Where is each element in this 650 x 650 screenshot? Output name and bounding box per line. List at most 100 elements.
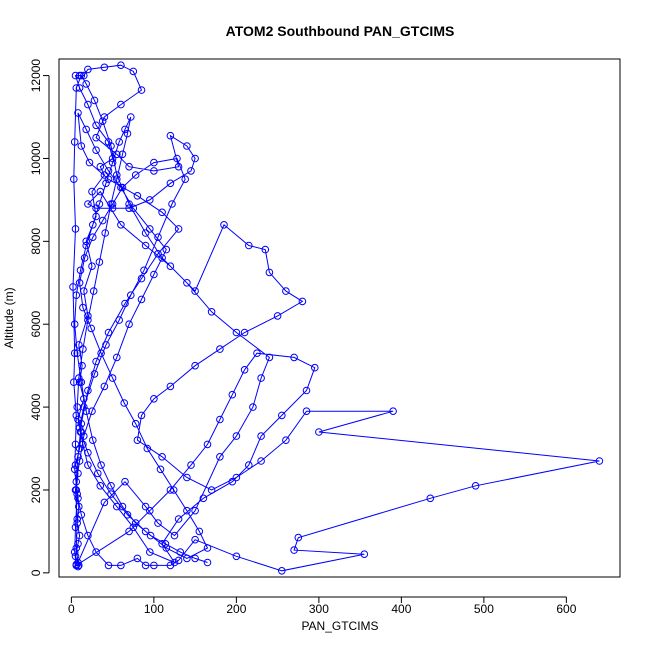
data-point bbox=[166, 382, 175, 391]
data-point bbox=[162, 245, 171, 254]
data-point bbox=[107, 142, 115, 150]
data-point bbox=[232, 432, 241, 440]
data-point bbox=[97, 461, 105, 469]
data-point bbox=[265, 353, 274, 362]
data-point bbox=[73, 403, 81, 411]
data-point bbox=[146, 548, 154, 556]
data-point bbox=[80, 395, 88, 403]
y-tick-label: 10000 bbox=[29, 141, 43, 175]
data-point bbox=[127, 291, 135, 300]
data-point bbox=[88, 407, 96, 416]
data-point bbox=[77, 71, 86, 80]
data-point bbox=[71, 552, 80, 561]
data-point bbox=[120, 399, 128, 407]
data-point bbox=[123, 511, 132, 519]
data-point bbox=[158, 254, 166, 262]
data-series bbox=[69, 61, 604, 575]
data-point bbox=[141, 561, 150, 570]
data-point bbox=[131, 171, 140, 179]
data-point bbox=[240, 328, 249, 337]
data-point bbox=[150, 158, 158, 167]
data-point bbox=[100, 171, 109, 179]
data-point bbox=[102, 179, 110, 188]
data-point bbox=[75, 531, 84, 540]
data-point bbox=[125, 204, 133, 212]
data-point bbox=[228, 390, 237, 399]
data-point bbox=[187, 167, 195, 175]
data-point bbox=[70, 349, 79, 358]
x-tick-label: 100 bbox=[144, 602, 164, 616]
data-point bbox=[121, 125, 129, 134]
data-point bbox=[70, 378, 78, 387]
data-point bbox=[72, 291, 81, 300]
data-point bbox=[84, 100, 92, 109]
series-line bbox=[72, 64, 600, 572]
data-point bbox=[72, 544, 81, 552]
data-point bbox=[273, 312, 282, 320]
data-point bbox=[98, 216, 107, 225]
data-point bbox=[108, 158, 117, 167]
data-point bbox=[92, 212, 100, 221]
data-point bbox=[129, 204, 138, 212]
x-tick-label: 300 bbox=[309, 602, 329, 616]
data-point bbox=[426, 494, 435, 503]
data-point bbox=[191, 154, 199, 163]
data-point bbox=[169, 486, 178, 494]
data-point bbox=[101, 229, 109, 237]
data-point bbox=[245, 241, 253, 250]
data-point bbox=[75, 457, 84, 465]
data-point bbox=[118, 502, 127, 511]
chart-title: ATOM2 Southbound PAN_GTCIMS bbox=[226, 23, 455, 39]
data-point bbox=[107, 200, 115, 208]
data-point bbox=[84, 461, 92, 469]
data-point bbox=[70, 465, 79, 474]
data-point bbox=[265, 268, 274, 277]
data-point bbox=[74, 562, 82, 571]
data-point bbox=[311, 363, 319, 372]
data-point bbox=[191, 554, 199, 563]
y-tick-label: 12000 bbox=[29, 59, 43, 93]
data-point bbox=[166, 131, 175, 140]
data-point bbox=[76, 266, 85, 275]
data-point bbox=[143, 444, 152, 453]
data-point bbox=[75, 374, 83, 382]
data-point bbox=[74, 494, 82, 503]
data-point bbox=[137, 86, 146, 94]
data-point bbox=[74, 109, 82, 117]
data-point bbox=[74, 540, 82, 548]
data-point bbox=[102, 341, 110, 349]
data-point bbox=[70, 138, 79, 146]
data-point bbox=[87, 324, 95, 333]
data-point bbox=[471, 482, 480, 490]
data-point bbox=[195, 527, 204, 536]
data-point bbox=[92, 357, 100, 366]
data-point bbox=[108, 374, 117, 382]
data-point bbox=[141, 241, 150, 250]
data-point bbox=[294, 533, 303, 542]
data-point bbox=[113, 171, 121, 179]
data-point bbox=[131, 419, 140, 428]
data-point bbox=[240, 366, 249, 374]
data-point bbox=[90, 370, 99, 378]
data-point bbox=[113, 175, 121, 183]
data-point bbox=[72, 561, 81, 570]
data-point bbox=[80, 71, 88, 80]
data-point bbox=[75, 279, 84, 287]
data-point bbox=[104, 328, 113, 337]
data-point bbox=[92, 133, 100, 142]
data-point bbox=[75, 341, 83, 349]
data-point bbox=[77, 419, 86, 428]
data-point bbox=[84, 386, 92, 395]
data-point bbox=[70, 175, 78, 183]
data-point bbox=[207, 308, 216, 316]
data-point bbox=[88, 187, 96, 196]
data-point bbox=[75, 561, 83, 570]
x-tick-label: 400 bbox=[391, 602, 411, 616]
data-point bbox=[73, 349, 81, 358]
data-point bbox=[216, 415, 224, 424]
data-point bbox=[95, 200, 104, 208]
data-point bbox=[104, 138, 113, 146]
data-point bbox=[100, 113, 109, 121]
data-point bbox=[115, 316, 123, 324]
